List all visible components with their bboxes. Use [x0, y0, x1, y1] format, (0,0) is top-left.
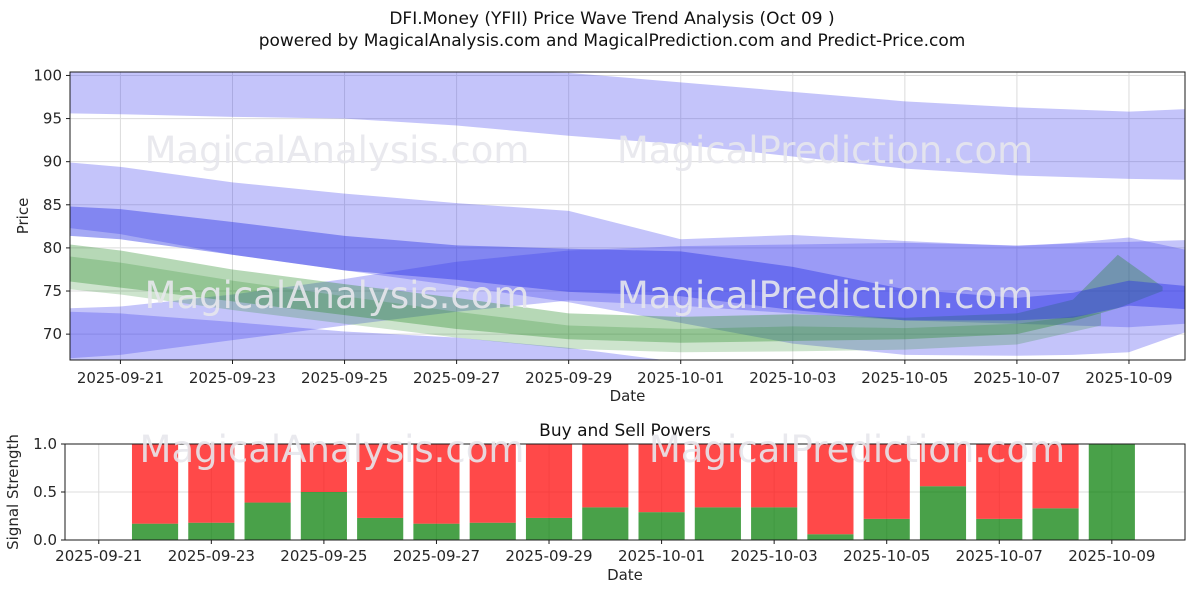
momentum-band [70, 206, 1185, 321]
sell-bar [244, 444, 291, 503]
x-tick-label: 2025-09-29 [505, 547, 592, 565]
price-wave-trend-ylabel: Price [14, 198, 32, 235]
sell-bar [131, 444, 179, 524]
sell-bar [807, 444, 854, 535]
buy-bar [357, 517, 404, 540]
buy-bar [131, 523, 179, 540]
x-tick-label: 2025-09-25 [301, 369, 388, 387]
green-wave-band [70, 244, 1163, 343]
price-wave-trend-frame [69, 71, 1186, 361]
buy-sell-powers-axis-labels: 2025-09-21 2025-09-23 2025-09-25 2025-09-27… [33, 435, 1155, 565]
price-wave-trend-gridlines [70, 72, 1185, 360]
x-tick-label: 2025-10-05 [843, 547, 930, 565]
watermark-text: MagicalPrediction.com [617, 129, 1033, 172]
sell-bar [525, 444, 573, 518]
price-wave-trend-plot: 2025-09-21 2025-09-23 2025-09-25 2025-09-27… [14, 66, 1186, 405]
x-tick-label: 2025-09-21 [55, 547, 142, 565]
buy-bar [807, 534, 854, 540]
x-tick-label: 2025-10-09 [1085, 369, 1172, 387]
buy-bar [638, 512, 685, 540]
buy-bar [469, 522, 516, 540]
price-wave-trend-xlabel: Date [610, 387, 646, 405]
buy-sell-powers-plot: 2025-09-21 2025-09-23 2025-09-25 2025-09-27… [4, 421, 1186, 584]
green-wave-band-light [70, 256, 1101, 353]
buy-bar [188, 522, 235, 540]
buy-bar [413, 523, 460, 540]
x-tick-label: 2025-09-23 [168, 547, 255, 565]
y-tick-label: 100 [33, 66, 62, 84]
buy-bar [1032, 508, 1079, 540]
sell-bar [751, 444, 798, 508]
price-wave-trend-axis-labels: 2025-09-21 2025-09-23 2025-09-25 2025-09-27… [33, 66, 1172, 387]
x-tick-label: 2025-09-27 [413, 369, 500, 387]
x-tick-label: 2025-09-27 [393, 547, 480, 565]
sell-bar [919, 444, 967, 487]
upper-forecast-band [70, 72, 1185, 180]
x-tick-label: 2025-10-01 [618, 547, 705, 565]
buy-bar [863, 518, 910, 540]
sell-bar [300, 444, 347, 492]
x-tick-label: 2025-10-05 [861, 369, 948, 387]
bottom-band [70, 311, 664, 360]
buy-bar [1088, 444, 1135, 540]
x-tick-label: 2025-10-07 [956, 547, 1043, 565]
buy-sell-powers-title: Buy and Sell Powers [539, 421, 711, 441]
x-tick-label: 2025-10-03 [749, 369, 836, 387]
buy-sell-powers-axis-ticks [61, 443, 1113, 544]
sell-bar [188, 444, 235, 523]
y-tick-label: 0.0 [33, 531, 57, 549]
ascending-band [70, 240, 1185, 359]
sell-bar [863, 444, 910, 519]
sell-bar [638, 444, 685, 513]
watermarks: MagicalAnalysis.com MagicalPrediction.com… [140, 129, 1066, 471]
x-tick-label: 2025-09-21 [77, 369, 164, 387]
buy-bar [694, 507, 741, 540]
sell-bar [694, 444, 741, 508]
price-wave-trend-axis-ticks [66, 74, 1130, 364]
watermark-text: MagicalAnalysis.com [145, 129, 530, 172]
y-tick-label: 80 [43, 239, 62, 257]
x-tick-label: 2025-09-23 [189, 369, 276, 387]
y-tick-label: 95 [43, 110, 62, 128]
x-tick-label: 2025-09-25 [280, 547, 367, 565]
y-tick-label: 75 [43, 282, 62, 300]
x-tick-label: 2025-10-03 [731, 547, 818, 565]
y-tick-label: 1.0 [33, 435, 57, 453]
sell-bar [976, 444, 1023, 519]
watermark-text: MagicalPrediction.com [649, 428, 1065, 471]
buy-bar [582, 507, 629, 540]
buy-bar [751, 507, 798, 540]
buy-bar [976, 518, 1023, 540]
figure-subtitle: powered by MagicalAnalysis.com and Magic… [258, 31, 966, 51]
sell-bar [582, 444, 629, 508]
figure-title-block: DFI.Money (YFII) Price Wave Trend Analys… [12, 8, 1200, 52]
y-tick-label: 85 [43, 196, 62, 214]
sell-bar [469, 444, 516, 523]
x-tick-label: 2025-09-29 [525, 369, 612, 387]
buy-bar [300, 492, 347, 540]
x-tick-label: 2025-10-01 [637, 369, 724, 387]
main-descending-band [70, 162, 1185, 356]
y-tick-label: 0.5 [33, 483, 57, 501]
buy-sell-powers-xlabel: Date [607, 566, 643, 584]
buy-sell-powers-ylabel: Signal Strength [4, 434, 22, 550]
y-tick-label: 90 [43, 153, 62, 171]
x-tick-label: 2025-10-09 [1068, 547, 1155, 565]
y-tick-label: 70 [43, 325, 62, 343]
sell-bar [1032, 444, 1079, 509]
buy-bar [244, 502, 291, 540]
x-tick-label: 2025-10-07 [973, 369, 1060, 387]
sell-bar [357, 444, 404, 518]
watermark-text: MagicalPrediction.com [617, 274, 1033, 317]
sell-bar [413, 444, 460, 524]
buy-bar [525, 517, 573, 540]
figure-title: DFI.Money (YFII) Price Wave Trend Analys… [389, 9, 835, 29]
watermark-text: MagicalAnalysis.com [140, 428, 525, 471]
watermark-text: MagicalAnalysis.com [145, 274, 530, 317]
buy-bar [919, 486, 967, 540]
